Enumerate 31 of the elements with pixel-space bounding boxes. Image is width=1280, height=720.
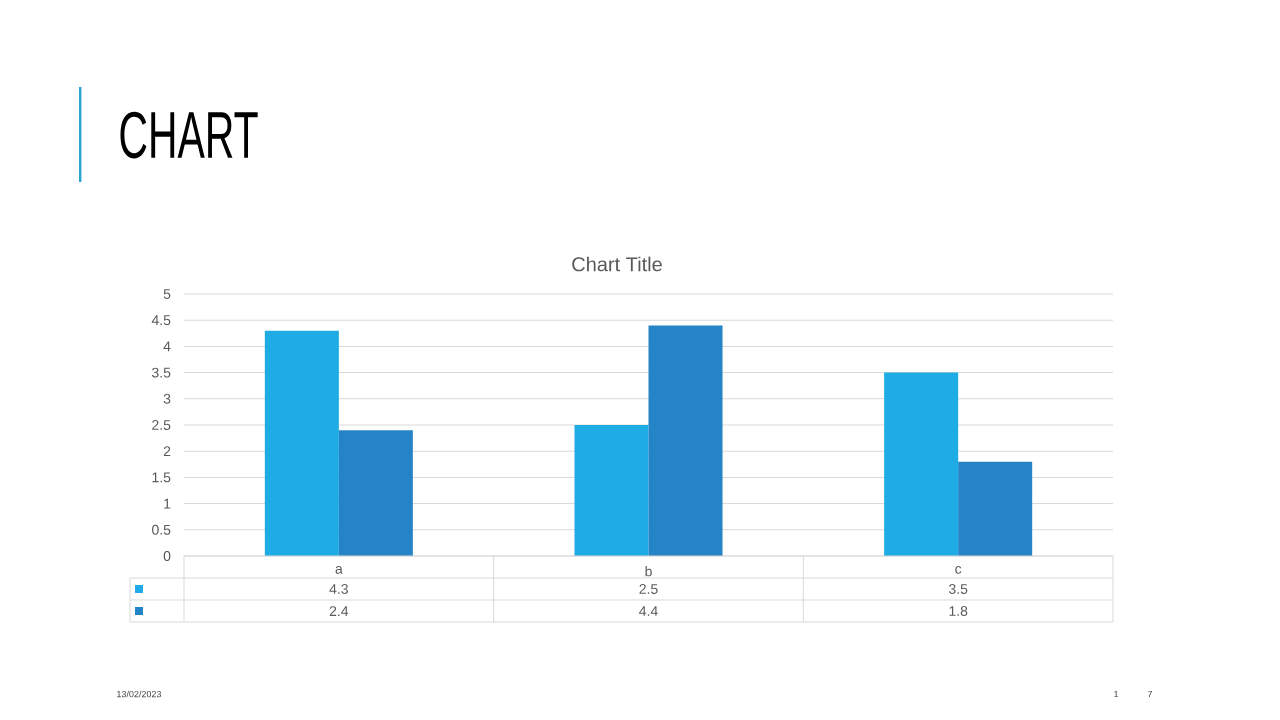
y-tick-label: 0.5	[152, 524, 171, 535]
bar	[884, 372, 959, 556]
chart-title: CHART	[120, 111, 258, 159]
data-label: 4.4	[639, 606, 658, 616]
y-tick-label: 5	[163, 289, 171, 299]
y-tick-label: 1	[164, 498, 171, 509]
x-tick-label: a	[335, 566, 343, 574]
y-tick-label: 2.5	[152, 420, 171, 430]
y-tick-label: 1.5	[152, 472, 171, 483]
bar	[958, 461, 1033, 556]
x-tick-label: c	[955, 566, 962, 574]
chart-subtitle: Chart Title	[572, 256, 662, 272]
data-label: 1.8	[949, 606, 968, 616]
x-tick-label: b	[645, 566, 652, 577]
text: 1	[1114, 690, 1119, 698]
y-tick-label: 4	[163, 341, 171, 352]
bar	[264, 330, 339, 556]
bar	[338, 430, 413, 556]
y-tick-label: 4.5	[151, 315, 171, 326]
text: 7	[1147, 690, 1153, 698]
y-tick-label: 3.5	[152, 367, 171, 378]
text: 13/02/2023	[117, 690, 162, 698]
data-label: 4.3	[329, 584, 348, 594]
data-label: 3.5	[948, 584, 968, 594]
data-label: 2.4	[329, 606, 349, 616]
bar	[648, 325, 723, 556]
data-label: 2.5	[639, 584, 658, 594]
y-tick-label: 3	[163, 393, 171, 404]
y-tick-label: 2	[163, 446, 171, 457]
y-tick-label: 0	[163, 551, 171, 561]
bar	[574, 425, 649, 556]
